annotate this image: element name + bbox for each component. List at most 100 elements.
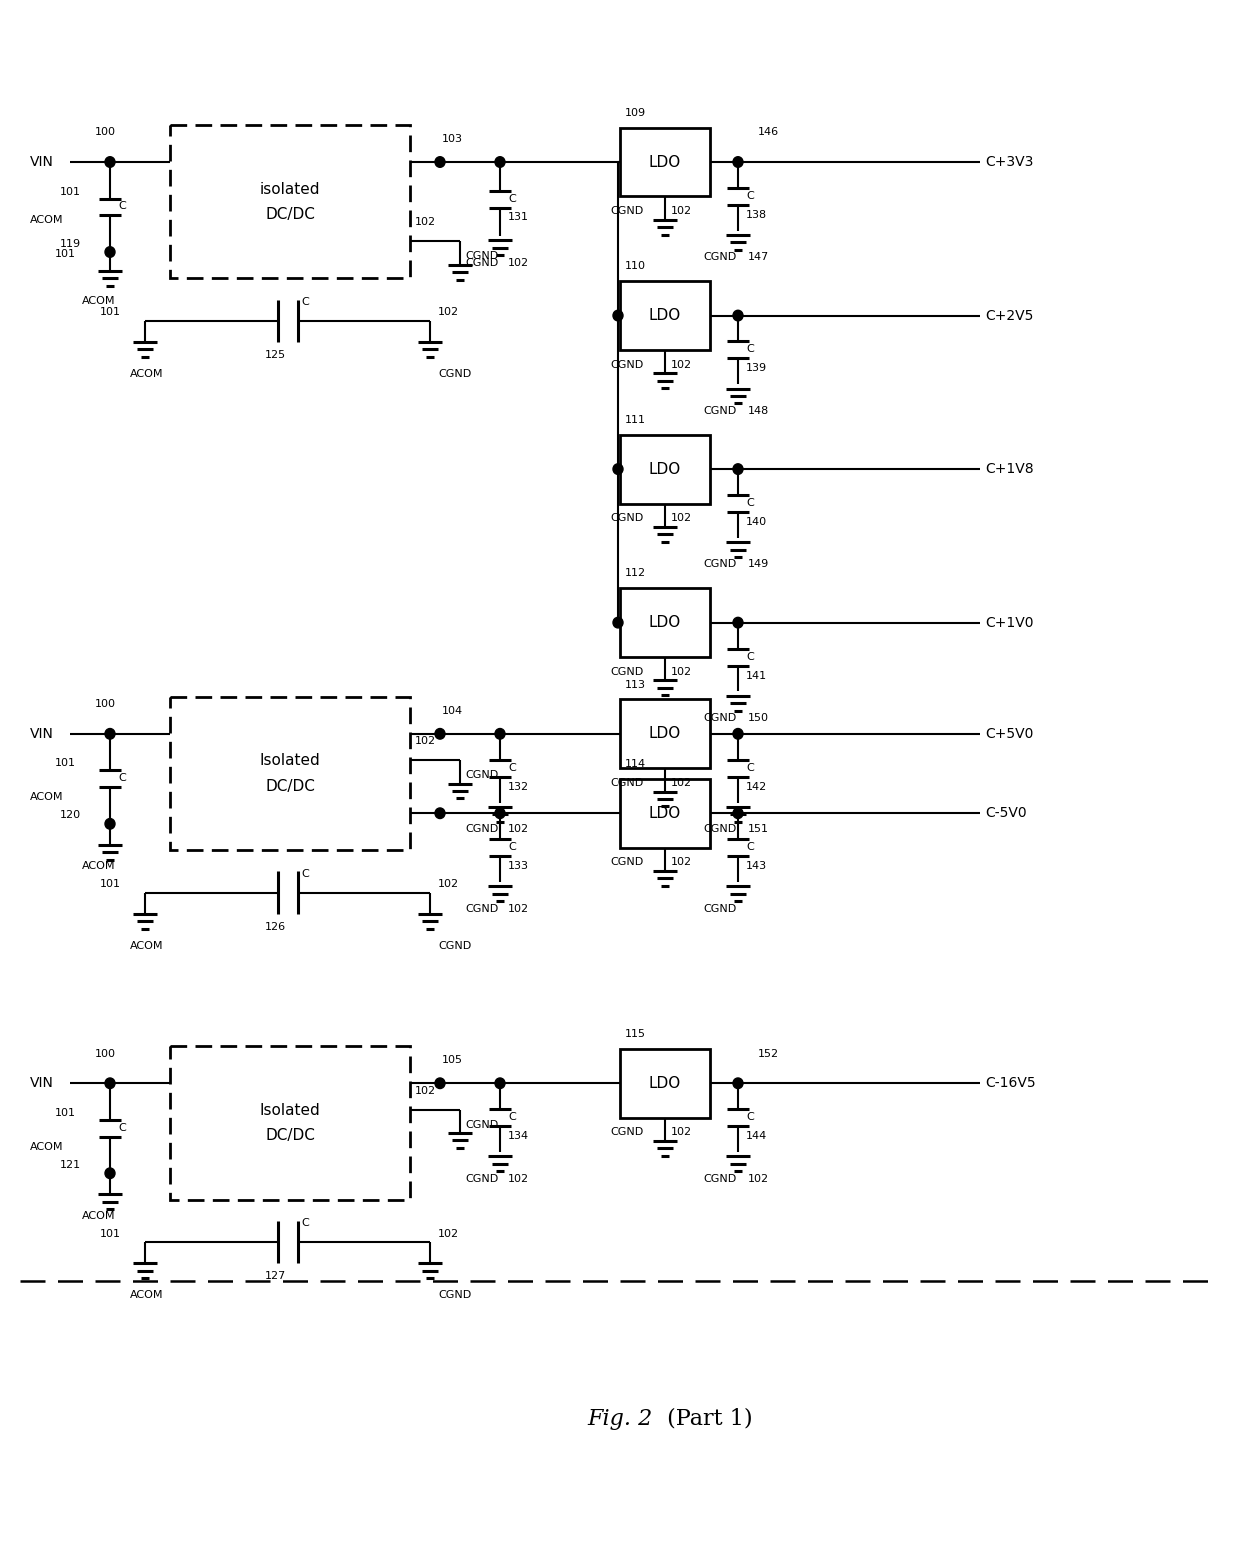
Text: DC/DC: DC/DC xyxy=(265,1129,315,1142)
Text: CGND: CGND xyxy=(703,252,737,263)
Text: C: C xyxy=(508,1112,516,1122)
Circle shape xyxy=(733,1078,743,1088)
Text: 119: 119 xyxy=(60,238,81,249)
Text: C: C xyxy=(746,651,754,662)
Text: 102: 102 xyxy=(438,308,459,317)
Text: 150: 150 xyxy=(748,713,769,724)
Text: ACOM: ACOM xyxy=(82,295,115,306)
Text: CGND: CGND xyxy=(438,369,471,379)
Text: 102: 102 xyxy=(438,1229,459,1238)
Text: 114: 114 xyxy=(625,759,646,768)
Text: C: C xyxy=(508,195,516,204)
Text: isolated: isolated xyxy=(259,181,320,196)
Circle shape xyxy=(613,464,622,475)
Text: CGND: CGND xyxy=(703,903,737,914)
Bar xyxy=(170,125,410,278)
Bar xyxy=(620,699,711,768)
Text: 109: 109 xyxy=(625,108,646,117)
Text: VIN: VIN xyxy=(30,727,53,741)
Text: 102: 102 xyxy=(415,1085,436,1096)
Text: LDO: LDO xyxy=(649,308,681,323)
Circle shape xyxy=(733,617,743,628)
Text: CGND: CGND xyxy=(465,770,498,781)
Text: LDO: LDO xyxy=(649,155,681,170)
Text: CGND: CGND xyxy=(438,1289,471,1300)
Circle shape xyxy=(613,617,622,628)
Text: 120: 120 xyxy=(60,810,81,821)
Text: CGND: CGND xyxy=(610,666,644,677)
Text: Isolated: Isolated xyxy=(259,1102,320,1118)
Bar xyxy=(620,128,711,196)
Text: 102: 102 xyxy=(438,880,459,889)
Text: 138: 138 xyxy=(746,210,768,220)
Bar xyxy=(620,779,711,847)
Text: 144: 144 xyxy=(746,1132,768,1141)
Text: CGND: CGND xyxy=(703,1173,737,1184)
Circle shape xyxy=(733,156,743,167)
Text: C: C xyxy=(746,762,754,773)
Text: 121: 121 xyxy=(60,1160,81,1170)
Text: ACOM: ACOM xyxy=(30,215,63,226)
Circle shape xyxy=(435,1078,445,1088)
Text: 126: 126 xyxy=(265,921,286,932)
Text: 134: 134 xyxy=(508,1132,529,1141)
Circle shape xyxy=(495,1078,505,1088)
Text: C: C xyxy=(508,762,516,773)
Text: CGND: CGND xyxy=(465,252,498,261)
Text: 102: 102 xyxy=(671,666,692,677)
Text: C+5V0: C+5V0 xyxy=(985,727,1033,741)
Text: CGND: CGND xyxy=(703,407,737,416)
Text: ACOM: ACOM xyxy=(130,940,164,951)
Text: 132: 132 xyxy=(508,782,529,792)
Text: 102: 102 xyxy=(508,824,529,835)
Bar xyxy=(620,1048,711,1118)
Text: 142: 142 xyxy=(746,782,768,792)
Circle shape xyxy=(495,156,505,167)
Text: 101: 101 xyxy=(55,249,76,260)
Text: CGND: CGND xyxy=(438,940,471,951)
Text: C+2V5: C+2V5 xyxy=(985,309,1033,323)
Text: 146: 146 xyxy=(758,127,779,138)
Text: CGND: CGND xyxy=(703,713,737,724)
Text: 151: 151 xyxy=(748,824,769,835)
Text: C: C xyxy=(301,1218,309,1228)
Text: 100: 100 xyxy=(95,127,117,138)
Text: LDO: LDO xyxy=(649,615,681,631)
Text: 152: 152 xyxy=(758,1048,779,1059)
Text: ACOM: ACOM xyxy=(30,793,63,802)
Text: CGND: CGND xyxy=(610,1127,644,1138)
Circle shape xyxy=(733,809,743,818)
Text: LDO: LDO xyxy=(649,727,681,742)
Text: (Part 1): (Part 1) xyxy=(660,1408,753,1430)
Text: CGND: CGND xyxy=(610,778,644,788)
Text: C: C xyxy=(746,1112,754,1122)
Text: 143: 143 xyxy=(746,861,768,872)
Text: C: C xyxy=(301,869,309,878)
Circle shape xyxy=(105,818,115,829)
Text: C+1V8: C+1V8 xyxy=(985,462,1034,476)
Text: CGND: CGND xyxy=(610,206,644,216)
Text: 105: 105 xyxy=(441,1054,463,1065)
Text: C-16V5: C-16V5 xyxy=(985,1076,1035,1090)
Text: CGND: CGND xyxy=(703,824,737,835)
Text: CGND: CGND xyxy=(465,258,498,267)
Bar xyxy=(170,697,410,850)
Text: CGND: CGND xyxy=(465,903,498,914)
Text: ACOM: ACOM xyxy=(130,1289,164,1300)
Text: 101: 101 xyxy=(100,1229,122,1238)
Text: 112: 112 xyxy=(625,569,646,578)
Circle shape xyxy=(733,728,743,739)
Text: 102: 102 xyxy=(508,258,529,267)
Text: C: C xyxy=(746,345,754,354)
Circle shape xyxy=(495,728,505,739)
Circle shape xyxy=(105,156,115,167)
Text: 101: 101 xyxy=(100,308,122,317)
Text: Isolated: Isolated xyxy=(259,753,320,768)
Text: VIN: VIN xyxy=(30,155,53,169)
Circle shape xyxy=(733,311,743,322)
Text: 102: 102 xyxy=(415,218,436,227)
Text: ACOM: ACOM xyxy=(82,861,115,872)
Text: C+3V3: C+3V3 xyxy=(985,155,1033,169)
Bar xyxy=(620,587,711,657)
Text: LDO: LDO xyxy=(649,462,681,476)
